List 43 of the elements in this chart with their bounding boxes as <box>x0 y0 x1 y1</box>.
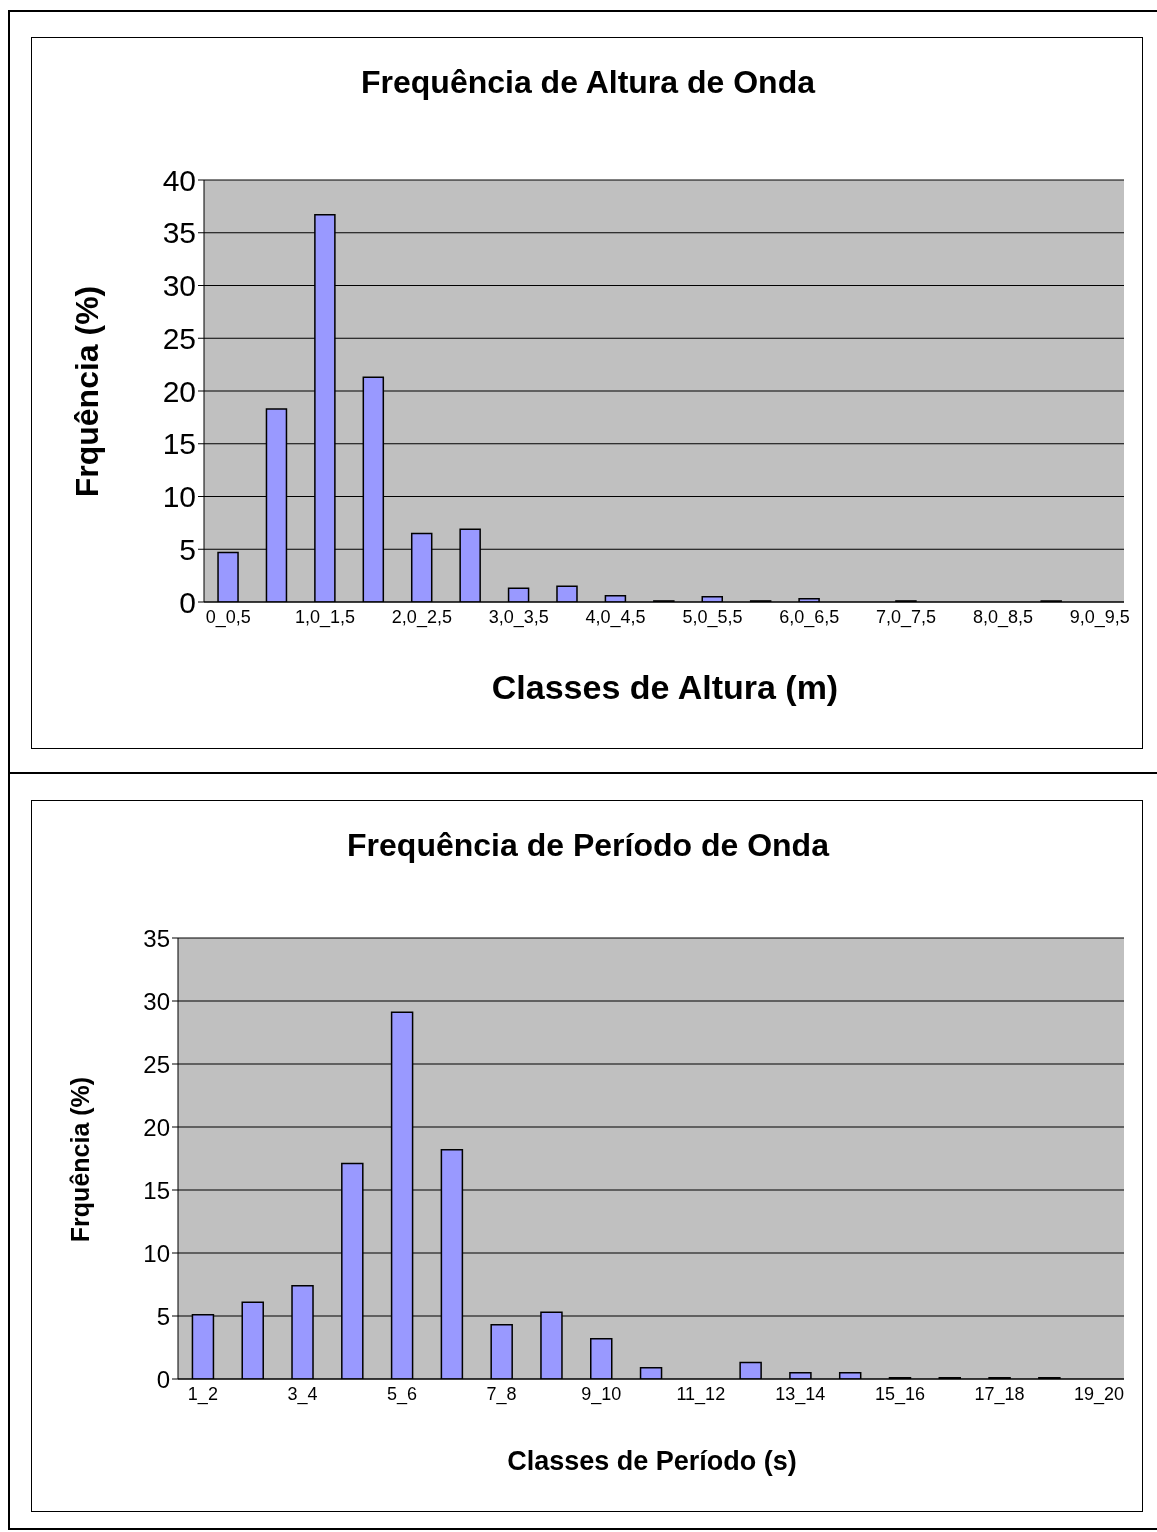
y-tick-label: 0 <box>156 1365 170 1393</box>
y-tick-label: 20 <box>162 374 196 408</box>
x-tick-label: 8,0_8,5 <box>972 606 1033 628</box>
y-tick-label: 5 <box>156 1302 170 1330</box>
y-tick-label: 20 <box>143 1113 170 1141</box>
x-tick-label: 4,0_4,5 <box>585 606 646 628</box>
x-tick-label: 19_20 <box>1074 1383 1125 1405</box>
x-tick-label: 5_6 <box>387 1383 418 1405</box>
chart-title: Frequência de Período de Onda <box>346 827 831 864</box>
x-tick-label: 9_10 <box>581 1383 622 1405</box>
y-tick-label: 25 <box>162 321 196 355</box>
y-tick-label: 30 <box>143 987 170 1015</box>
x-tick-label: 11_12 <box>676 1383 726 1405</box>
x-tick-label: 15_16 <box>874 1383 925 1405</box>
chart-title: Frequência de Altura de Onda <box>360 64 817 101</box>
y-tick-label: 40 <box>162 163 196 197</box>
x-tick-label: 7_8 <box>486 1383 517 1405</box>
x-tick-label: 9,0_9,5 <box>1069 606 1130 628</box>
y-tick-label: 25 <box>143 1050 170 1078</box>
x-tick-label: 7,0_7,5 <box>876 606 937 628</box>
x-axis-title: Classes de Período (s) <box>506 1446 798 1477</box>
x-tick-label: 3_4 <box>287 1383 318 1405</box>
x-axis-title: Classes de Altura (m) <box>490 668 840 707</box>
y-axis-title: Frquência (%) <box>65 1075 95 1244</box>
y-tick-label: 10 <box>162 480 196 514</box>
y-axis-title: Frquência (%) <box>68 284 106 500</box>
x-tick-label: 6,0_6,5 <box>779 606 840 628</box>
x-tick-label: 1_2 <box>187 1383 218 1405</box>
x-tick-label: 5,0_5,5 <box>682 606 743 628</box>
y-tick-label: 10 <box>143 1239 170 1267</box>
x-tick-label: 3,0_3,5 <box>488 606 549 628</box>
x-tick-label: 13_14 <box>775 1383 826 1405</box>
y-tick-label: 35 <box>143 924 170 952</box>
y-tick-label: 30 <box>162 269 196 303</box>
y-tick-label: 5 <box>179 532 196 566</box>
y-tick-label: 0 <box>179 585 196 619</box>
x-tick-label: 2,0_2,5 <box>391 606 452 628</box>
x-tick-label: 17_18 <box>974 1383 1025 1405</box>
y-tick-label: 15 <box>162 427 196 461</box>
x-tick-label: 0_0,5 <box>205 606 251 628</box>
y-tick-label: 15 <box>143 1176 170 1204</box>
y-tick-label: 35 <box>162 216 196 250</box>
x-tick-label: 1,0_1,5 <box>295 606 356 628</box>
